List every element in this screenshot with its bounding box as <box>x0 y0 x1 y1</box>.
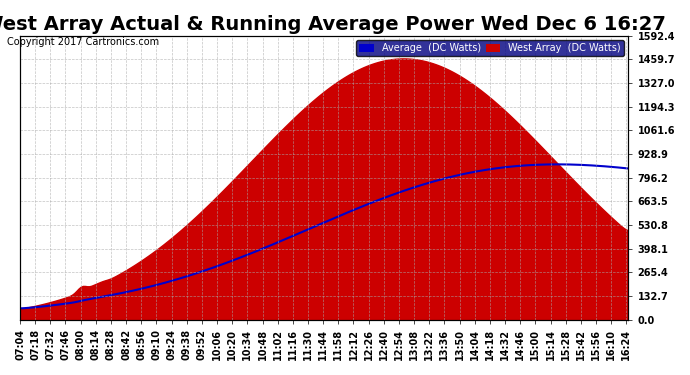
Legend: Average  (DC Watts), West Array  (DC Watts): Average (DC Watts), West Array (DC Watts… <box>357 40 624 56</box>
Text: Copyright 2017 Cartronics.com: Copyright 2017 Cartronics.com <box>7 37 159 47</box>
Title: West Array Actual & Running Average Power Wed Dec 6 16:27: West Array Actual & Running Average Powe… <box>0 15 666 34</box>
